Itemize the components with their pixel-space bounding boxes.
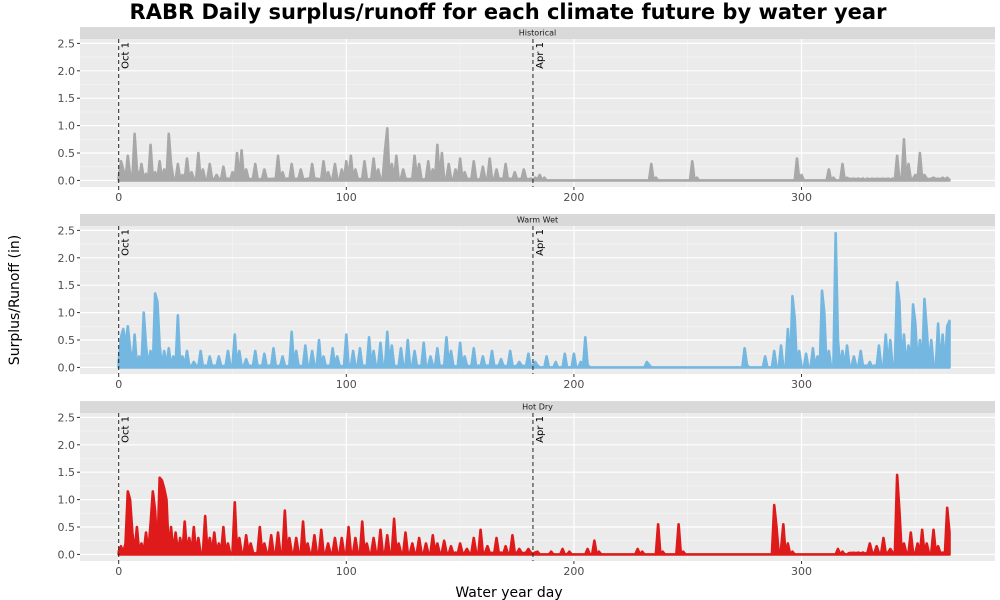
x-tick-label: 0 (115, 191, 122, 204)
y-tick-label: 1.5 (58, 279, 76, 292)
y-tick-label: 1.0 (58, 494, 76, 507)
reference-line-label: Apr 1 (535, 42, 546, 69)
y-tick-label: 0.0 (58, 174, 76, 187)
x-tick-label: 300 (791, 378, 812, 391)
reference-line-label: Apr 1 (535, 416, 546, 443)
reference-line-label: Oct 1 (121, 229, 132, 256)
panel-warm-wet: Warm Wet 0 100 200 300 0.0 0.5 1.0 1.5 2.0 2.5 Oct … (58, 214, 995, 391)
chart-title: RABR Daily surplus/runoff for each clima… (130, 0, 888, 24)
x-tick-label: 100 (336, 191, 357, 204)
y-tick-label: 0.5 (58, 521, 76, 534)
series-area (117, 231, 951, 369)
x-tick-label: 300 (791, 191, 812, 204)
facet-panels: Historical 0 100 200 300 0.0 0.5 1.0 1.5 2.0 2.5 Oc… (58, 27, 995, 578)
y-tick-label: 0.0 (58, 548, 76, 561)
x-tick-label: 200 (563, 565, 584, 578)
facet-strip (80, 27, 995, 39)
facet-strip-label: Warm Wet (517, 216, 558, 225)
x-tick-label: 0 (115, 565, 122, 578)
facet-strip (80, 214, 995, 226)
y-tick-label: 2.5 (58, 411, 76, 424)
reference-line-label: Oct 1 (121, 416, 132, 443)
y-tick-label: 1.0 (58, 307, 76, 320)
y-tick-label: 2.0 (58, 252, 76, 265)
panel-historical: Historical 0 100 200 300 0.0 0.5 1.0 1.5 2.0 2.5 Oc… (58, 27, 995, 204)
x-tick-label: 300 (791, 565, 812, 578)
x-tick-label: 200 (563, 191, 584, 204)
y-tick-label: 1.5 (58, 92, 76, 105)
y-tick-label: 2.0 (58, 439, 76, 452)
y-tick-label: 1.0 (58, 120, 76, 133)
x-axis-title: Water year day (455, 585, 562, 600)
facet-strip-label: Historical (519, 29, 556, 38)
y-tick-label: 0.5 (58, 334, 76, 347)
y-tick-label: 0.0 (58, 361, 76, 374)
reference-line-label: Oct 1 (121, 42, 132, 69)
facet-strip-label: Hot Dry (522, 403, 553, 412)
x-tick-label: 100 (336, 565, 357, 578)
x-tick-label: 200 (563, 378, 584, 391)
y-tick-label: 2.5 (58, 37, 76, 50)
series-area (117, 473, 951, 556)
y-axis-title: Surplus/Runoff (in) (7, 235, 23, 365)
panel-hot-dry: Hot Dry 0 100 200 300 0.0 0.5 1.0 1.5 2.0 2.5 Oct 1… (58, 401, 995, 578)
y-tick-label: 2.0 (58, 65, 76, 78)
y-tick-label: 2.5 (58, 224, 76, 237)
y-tick-label: 1.5 (58, 466, 76, 479)
reference-line-label: Apr 1 (535, 229, 546, 256)
y-tick-label: 0.5 (58, 147, 76, 160)
x-tick-label: 0 (115, 378, 122, 391)
facet-strip (80, 401, 995, 413)
x-tick-label: 100 (336, 378, 357, 391)
series-area (117, 127, 951, 182)
